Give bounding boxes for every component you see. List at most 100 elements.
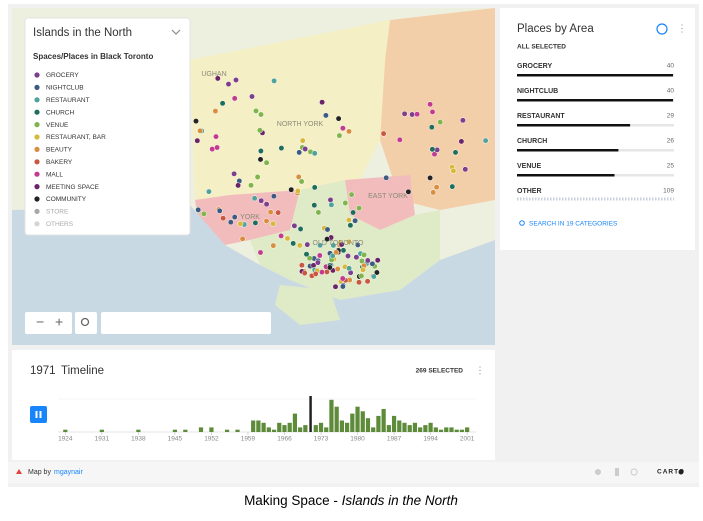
place-dot[interactable] [252,219,259,226]
histogram-bar[interactable] [298,427,303,432]
place-dot[interactable] [316,252,323,259]
category-bar[interactable] [517,124,631,127]
histogram-bar[interactable] [287,422,292,432]
place-dot[interactable] [239,235,246,242]
place-dot[interactable] [193,118,199,125]
place-dot[interactable] [315,209,322,216]
histogram-bar[interactable] [402,422,407,432]
place-dot[interactable] [319,99,326,106]
place-dot[interactable] [339,283,346,290]
place-dot[interactable] [270,220,277,227]
place-dot[interactable] [346,128,352,135]
timeline-menu[interactable]: ⋮ [475,366,485,377]
place-dot[interactable] [346,265,353,272]
place-dot[interactable] [231,214,238,221]
place-dot[interactable] [257,156,264,163]
place-dot[interactable] [257,148,264,154]
place-dot[interactable] [401,110,408,117]
place-dot[interactable] [227,219,234,226]
place-dot[interactable] [348,191,355,198]
place-dot[interactable] [263,201,270,208]
place-dot[interactable] [409,111,416,118]
place-dot[interactable] [225,81,232,88]
place-dot[interactable] [396,136,403,143]
place-dot[interactable] [212,108,219,115]
place-dot[interactable] [235,182,242,189]
place-dot[interactable] [339,275,346,282]
category-bar[interactable] [517,174,615,177]
histogram-bar[interactable] [412,422,418,432]
place-dot[interactable] [205,188,212,195]
play-button[interactable] [30,406,47,423]
place-dot[interactable] [364,257,371,264]
place-dot[interactable] [380,130,387,137]
place-dot[interactable] [267,209,274,216]
category-name[interactable]: VENUE [517,163,541,170]
histogram-bar[interactable] [423,425,428,432]
histogram-bar[interactable] [266,427,271,432]
histogram-bar[interactable] [381,409,386,432]
place-dot[interactable] [339,125,346,132]
histogram-bar[interactable] [365,418,371,432]
place-dot[interactable] [253,107,259,114]
zoom-in[interactable]: + [55,314,63,330]
place-dot[interactable] [258,111,264,118]
histogram-bar[interactable] [256,420,261,433]
place-dot[interactable] [278,232,285,239]
histogram-bar[interactable] [371,427,376,432]
place-dot[interactable] [462,166,469,173]
place-dot[interactable] [304,241,311,248]
histogram-bar[interactable] [136,429,141,432]
histogram-bar[interactable] [444,427,449,432]
menu-icon[interactable]: ⋮ [677,24,687,35]
place-dot[interactable] [350,209,357,216]
place-dot[interactable] [231,95,238,102]
place-dot[interactable] [452,149,459,156]
histogram-bar[interactable] [334,406,339,432]
place-dot[interactable] [312,270,319,277]
histogram-bar[interactable] [198,427,204,432]
place-dot[interactable] [345,217,352,223]
histogram-bar[interactable] [318,422,324,432]
place-dot[interactable] [322,112,329,119]
histogram-bar[interactable] [454,429,459,432]
place-dot[interactable] [275,209,282,216]
place-dot[interactable] [214,144,221,151]
place-dot[interactable] [414,111,421,118]
histogram-bar[interactable] [449,427,454,432]
place-dot[interactable] [254,174,261,180]
place-dot[interactable] [288,186,295,193]
histogram-bar[interactable] [376,415,381,432]
place-dot[interactable] [431,151,438,158]
place-dot[interactable] [256,127,263,134]
place-dot[interactable] [231,170,238,177]
place-dot[interactable] [216,207,223,214]
place-dot[interactable] [373,269,380,276]
place-dot[interactable] [306,255,313,262]
place-dot[interactable] [270,242,277,249]
place-dot[interactable] [354,241,361,248]
histogram-bar[interactable] [418,427,423,432]
place-dot[interactable] [296,149,303,156]
histogram-bar[interactable] [433,427,438,432]
place-dot[interactable] [220,215,227,222]
histogram-bar[interactable] [407,425,412,432]
place-dot[interactable] [209,146,216,153]
histogram-bar[interactable] [428,422,433,432]
place-dot[interactable] [219,100,226,107]
place-dot[interactable] [356,279,362,286]
place-dot[interactable] [345,253,351,259]
place-dot[interactable] [352,217,359,224]
category-name[interactable]: CHURCH [517,138,547,145]
place-dot[interactable] [333,249,340,256]
place-dot[interactable] [237,220,244,227]
place-dot[interactable] [197,127,204,134]
place-dot[interactable] [356,205,363,212]
place-dot[interactable] [437,119,444,126]
place-dot[interactable] [353,254,360,261]
histogram-bar[interactable] [99,429,104,432]
place-dot[interactable] [430,189,437,196]
place-dot[interactable] [428,124,435,131]
footer-author[interactable]: mgaynair [54,469,83,476]
place-dot[interactable] [450,167,457,174]
